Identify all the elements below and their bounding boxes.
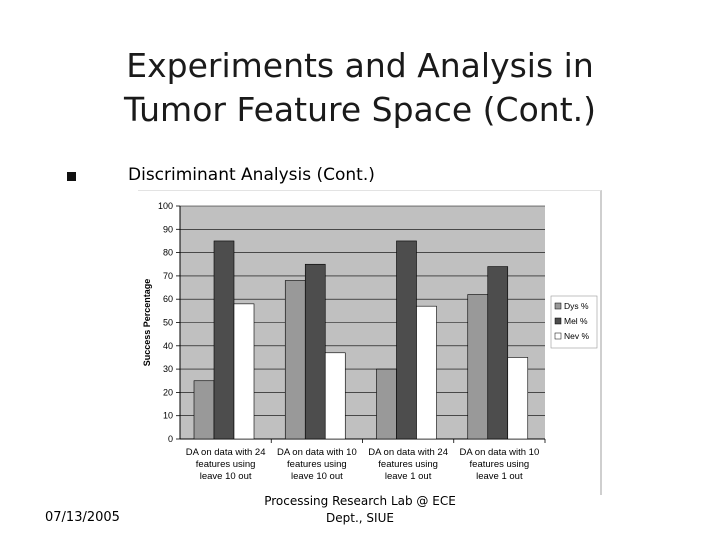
x-tick-label: leave 10 out xyxy=(200,471,252,482)
y-tick-label: 90 xyxy=(163,224,173,234)
x-tick-label: leave 10 out xyxy=(291,471,343,482)
bar xyxy=(193,380,215,440)
x-tick-label: features using xyxy=(378,459,438,470)
y-tick-label: 100 xyxy=(158,201,173,211)
footer-date: 07/13/2005 xyxy=(45,510,120,525)
legend-label: Nev % xyxy=(564,331,589,341)
x-tick-label: leave 1 out xyxy=(476,471,523,482)
footer-line-1: Processing Research Lab @ ECE xyxy=(264,494,456,508)
bar xyxy=(487,266,509,440)
y-tick-label: 0 xyxy=(168,434,173,444)
legend-label: Dys % xyxy=(564,301,589,311)
chart-container: 0 10 20 30 40 50 60 70 80 90 100 Success Percentage… xyxy=(138,190,602,495)
legend-label: Mel % xyxy=(564,316,588,326)
x-tick-label: DA on data with 10 xyxy=(460,447,540,458)
x-tick-label: leave 1 out xyxy=(385,471,432,482)
legend-swatch xyxy=(554,317,562,325)
bullet-text: Discriminant Analysis (Cont.) xyxy=(128,165,375,185)
bar xyxy=(507,357,529,440)
x-tick-label: DA on data with 24 xyxy=(368,447,448,458)
bar xyxy=(376,368,397,440)
x-tick-label: features using xyxy=(287,459,347,470)
title-line-1: Experiments and Analysis in xyxy=(126,46,594,85)
y-tick-label: 40 xyxy=(163,341,173,351)
footer-line-2: Dept., SIUE xyxy=(326,511,394,525)
x-tick-label: features using xyxy=(470,459,530,470)
bar xyxy=(416,305,437,440)
title-line-2: Tumor Feature Space (Cont.) xyxy=(123,90,597,129)
x-tick-label: DA on data with 24 xyxy=(186,447,266,458)
y-tick-label: 80 xyxy=(163,248,173,258)
y-tick-label: 50 xyxy=(163,318,173,328)
bar xyxy=(233,303,255,440)
bar xyxy=(284,280,306,440)
slide-title: Experiments and Analysis in Tumor Featur… xyxy=(0,44,720,132)
square-bullet-icon xyxy=(67,172,76,181)
y-tick-label: 70 xyxy=(163,271,173,281)
y-axis-label: Success Percentage xyxy=(142,279,152,367)
bar xyxy=(467,294,489,440)
legend-swatch xyxy=(554,302,562,310)
y-tick-label: 30 xyxy=(163,364,173,374)
bar xyxy=(396,240,417,440)
bar xyxy=(304,263,326,440)
bar xyxy=(213,240,235,440)
y-tick-label: 10 xyxy=(163,411,173,421)
legend-swatch xyxy=(554,332,562,340)
y-tick-label: 20 xyxy=(163,387,173,397)
x-tick-label: DA on data with 10 xyxy=(277,447,357,458)
y-tick-label: 60 xyxy=(163,294,173,304)
footer-lab: Processing Research Lab @ ECE Dept., SIU… xyxy=(200,493,520,527)
bar-chart: 0 10 20 30 40 50 60 70 80 90 100 Success Percentage… xyxy=(142,201,598,482)
x-tick-label: features using xyxy=(196,459,256,470)
bar xyxy=(324,352,346,440)
